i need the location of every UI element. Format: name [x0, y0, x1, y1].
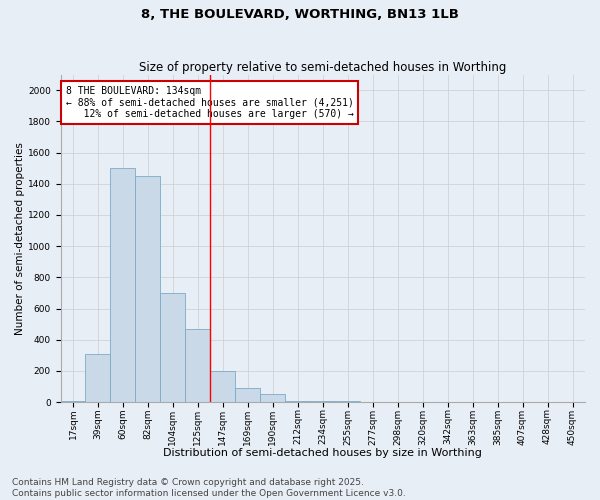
Bar [160, 293, 185, 402]
Bar [185, 329, 211, 402]
Bar [110, 168, 136, 402]
Bar [260, 394, 285, 402]
Bar [285, 400, 310, 402]
Bar [85, 354, 110, 402]
Text: 8 THE BOULEVARD: 134sqm
← 88% of semi-detached houses are smaller (4,251)
   12%: 8 THE BOULEVARD: 134sqm ← 88% of semi-de… [66, 86, 353, 120]
Bar [235, 388, 260, 402]
Bar [136, 176, 160, 402]
Text: 8, THE BOULEVARD, WORTHING, BN13 1LB: 8, THE BOULEVARD, WORTHING, BN13 1LB [141, 8, 459, 20]
Text: Contains HM Land Registry data © Crown copyright and database right 2025.
Contai: Contains HM Land Registry data © Crown c… [12, 478, 406, 498]
Y-axis label: Number of semi-detached properties: Number of semi-detached properties [15, 142, 25, 335]
Title: Size of property relative to semi-detached houses in Worthing: Size of property relative to semi-detach… [139, 60, 506, 74]
Bar [310, 400, 335, 402]
Bar [61, 400, 85, 402]
Bar [211, 371, 235, 402]
X-axis label: Distribution of semi-detached houses by size in Worthing: Distribution of semi-detached houses by … [163, 448, 482, 458]
